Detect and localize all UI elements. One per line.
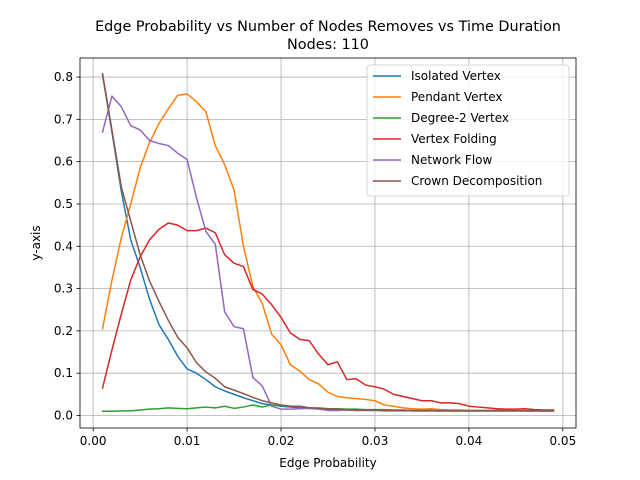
y-tick-label: 0.3 xyxy=(54,282,73,296)
y-tick-label: 0.7 xyxy=(54,112,73,126)
y-tick-label: 0.6 xyxy=(54,155,73,169)
y-tick-label: 0.2 xyxy=(54,324,73,338)
series-lines xyxy=(101,72,555,413)
legend-label-network-flow: Network Flow xyxy=(411,153,492,167)
chart-subtitle: Nodes: 110 xyxy=(287,37,369,53)
legend-box xyxy=(366,64,570,197)
series-line-crown-decomposition xyxy=(101,72,555,412)
y-tick-label: 0.4 xyxy=(54,239,73,253)
y-tick-label: 0.5 xyxy=(54,197,73,211)
x-tick-label: 0.01 xyxy=(174,434,201,448)
x-tick-label: 0.00 xyxy=(80,434,107,448)
legend-label-degree-2-vertex: Degree-2 Vertex xyxy=(411,111,509,125)
legend-label-vertex-folding: Vertex Folding xyxy=(411,132,497,146)
legend-label-crown-decomposition: Crown Decomposition xyxy=(411,174,542,188)
y-axis-label: y-axis xyxy=(29,225,43,260)
x-tick-label: 0.03 xyxy=(362,434,389,448)
y-tick-label: 0.1 xyxy=(54,366,73,380)
y-tick-label: 0.0 xyxy=(54,409,73,423)
legend: Isolated Vertex Pendant Vertex Degree-2 Ve… xyxy=(366,64,570,197)
x-axis-label: Edge Probability xyxy=(279,456,376,470)
ticks: 0.00 0.01 0.02 0.03 0.04 0.05 0.0 0.1 0.2 0.3 0.4 0… xyxy=(54,70,576,448)
series-line-vertex-folding xyxy=(101,222,555,411)
legend-label-isolated-vertex: Isolated Vertex xyxy=(411,69,501,83)
x-tick-label: 0.04 xyxy=(456,434,483,448)
plot-frame xyxy=(79,57,577,429)
legend-label-pendant-vertex: Pendant Vertex xyxy=(411,90,502,104)
x-tick-label: 0.02 xyxy=(268,434,295,448)
chart-title: Edge Probability vs Number of Nodes Remo… xyxy=(95,19,561,35)
x-tick-label: 0.05 xyxy=(549,434,576,448)
y-tick-label: 0.8 xyxy=(54,70,73,84)
